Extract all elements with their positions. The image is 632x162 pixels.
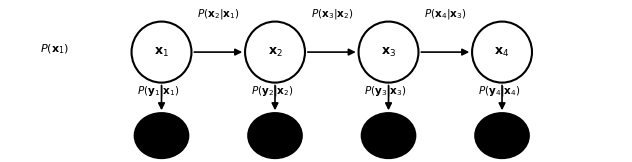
Ellipse shape — [131, 22, 191, 83]
Text: $P(\mathbf{x}_3|\mathbf{x}_2)$: $P(\mathbf{x}_3|\mathbf{x}_2)$ — [310, 6, 353, 21]
Ellipse shape — [475, 113, 529, 158]
Ellipse shape — [362, 113, 415, 158]
Text: $\mathbf{x}_1$: $\mathbf{x}_1$ — [154, 46, 169, 59]
Text: $P(\mathbf{y}_1|\mathbf{x}_1)$: $P(\mathbf{y}_1|\mathbf{x}_1)$ — [137, 84, 179, 98]
Text: $P(\mathbf{x}_1)$: $P(\mathbf{x}_1)$ — [40, 42, 69, 56]
Ellipse shape — [245, 22, 305, 83]
Ellipse shape — [358, 22, 418, 83]
Text: $P(\mathbf{x}_4|\mathbf{x}_3)$: $P(\mathbf{x}_4|\mathbf{x}_3)$ — [424, 6, 466, 21]
Ellipse shape — [135, 113, 188, 158]
Text: $P(\mathbf{x}_2|\mathbf{x}_1)$: $P(\mathbf{x}_2|\mathbf{x}_1)$ — [197, 6, 240, 21]
Ellipse shape — [248, 113, 302, 158]
Text: $\mathbf{x}_3$: $\mathbf{x}_3$ — [381, 46, 396, 59]
Text: $P(\mathbf{y}_3|\mathbf{x}_3)$: $P(\mathbf{y}_3|\mathbf{x}_3)$ — [364, 84, 406, 98]
Ellipse shape — [472, 22, 532, 83]
Text: $P(\mathbf{y}_4|\mathbf{x}_4)$: $P(\mathbf{y}_4|\mathbf{x}_4)$ — [478, 84, 520, 98]
Text: $P(\mathbf{y}_2|\mathbf{x}_2)$: $P(\mathbf{y}_2|\mathbf{x}_2)$ — [251, 84, 293, 98]
Text: $\mathbf{x}_2$: $\mathbf{x}_2$ — [267, 46, 283, 59]
Text: $\mathbf{x}_4$: $\mathbf{x}_4$ — [494, 46, 509, 59]
